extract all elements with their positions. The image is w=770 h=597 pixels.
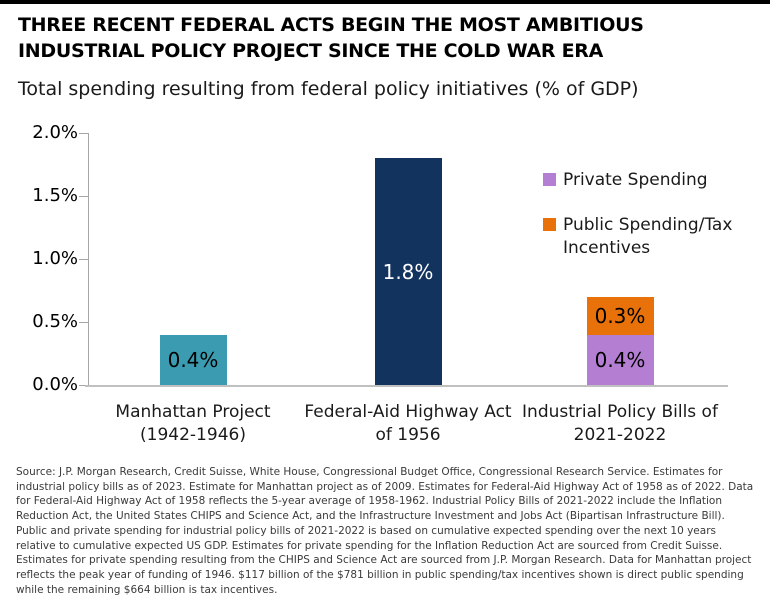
y-tick-label: 0.5%	[32, 311, 78, 332]
y-tick-mark	[79, 259, 88, 260]
source-note: Source: J.P. Morgan Research, Credit Sui…	[16, 466, 754, 596]
legend-item: Public Spending/Tax Incentives	[543, 214, 765, 260]
bar-segment: 0.3%	[586, 297, 654, 335]
chart-footer: Source: J.P. Morgan Research, Credit Sui…	[0, 460, 770, 597]
chart-header: THREE RECENT FEDERAL ACTS BEGIN THE MOST…	[0, 4, 770, 115]
y-tick-mark	[79, 322, 88, 323]
top-rule-divider	[0, 0, 770, 4]
y-tick-label: 1.0%	[32, 248, 78, 269]
x-category-label: Manhattan Project (1942-1946)	[115, 402, 271, 445]
y-axis-line	[88, 133, 89, 385]
y-tick-label: 1.5%	[32, 185, 78, 206]
x-category-label: Industrial Policy Bills of 2021-2022	[522, 402, 718, 445]
y-tick-mark	[79, 385, 88, 386]
y-tick-label: 2.0%	[32, 122, 78, 143]
bar-value-label: 0.4%	[594, 348, 646, 372]
legend-swatch	[543, 218, 556, 231]
legend-label: Public Spending/Tax Incentives	[563, 215, 733, 258]
legend-swatch	[543, 173, 556, 186]
x-axis-baseline	[85, 385, 728, 387]
y-tick-mark	[79, 133, 88, 134]
y-tick-mark	[79, 196, 88, 197]
x-category-label: Federal-Aid Highway Act of 1956	[304, 402, 512, 445]
bar-segment: 1.8%	[374, 158, 442, 385]
legend-item: Private Spending	[543, 169, 765, 192]
legend: Private Spending Public Spending/Tax Ince…	[543, 169, 765, 260]
chart-title: THREE RECENT FEDERAL ACTS BEGIN THE MOST…	[18, 14, 644, 62]
chart-area: 0.0% 0.5% 1.0% 1.5% 2.0% 0.4% Manhattan Projec…	[0, 115, 770, 460]
bar-value-label: 0.3%	[594, 304, 646, 328]
bar-value-label: 1.8%	[382, 259, 434, 284]
plot-area: 0.0% 0.5% 1.0% 1.5% 2.0% 0.4% Manhattan Projec…	[0, 115, 770, 460]
y-tick-label: 0.0%	[32, 374, 78, 395]
chart-subtitle: Total spending resulting from federal po…	[18, 78, 639, 100]
legend-label: Private Spending	[563, 170, 708, 190]
bar-value-label: 0.4%	[167, 348, 219, 372]
bar-segment: 0.4%	[586, 335, 654, 385]
bar-segment: 0.4%	[159, 335, 227, 385]
